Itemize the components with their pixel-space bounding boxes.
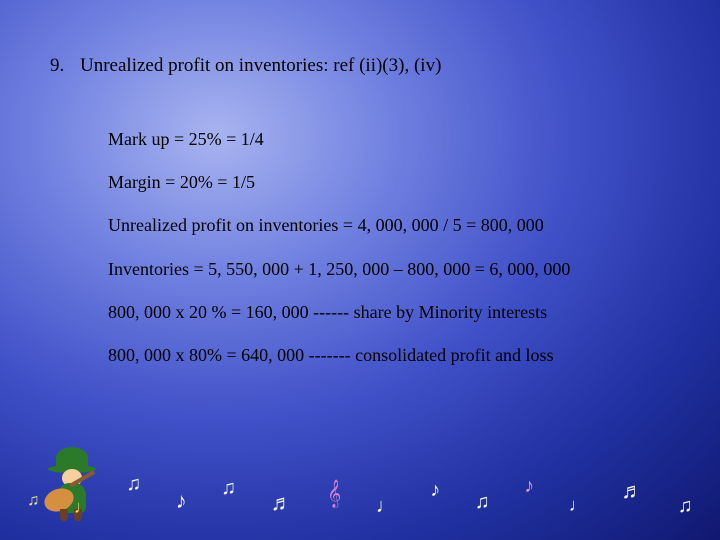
music-note-icon: ♫ [678,495,693,518]
line-consolidated: 800, 000 x 80% = 640, 000 ------- consol… [108,343,670,368]
music-note-icon: ♫ [221,477,236,500]
music-note-icon: ♫ [126,473,141,496]
line-margin: Margin = 20% = 1/5 [108,170,670,195]
music-note-icon: 𝄞 [327,481,341,508]
item-title: Unrealized profit on inventories: ref (i… [80,55,441,77]
music-note-icon: ♬ [271,490,293,516]
music-note-icon: ♪ [176,488,187,514]
body-lines: Mark up = 25% = 1/4 Margin = 20% = 1/5 U… [108,127,670,368]
music-note-icon: ♩ [376,495,396,518]
slide-content: 9. Unrealized profit on inventories: ref… [0,0,720,368]
line-inventories: Inventories = 5, 550, 000 + 1, 250, 000 … [108,257,670,282]
music-note-icon: ♫ [475,491,490,514]
music-note-icon: ♩ [569,495,587,516]
line-minority: 800, 000 x 20 % = 160, 000 ------ share … [108,300,670,325]
line-markup: Mark up = 25% = 1/4 [108,127,670,152]
music-notes-row: ♫ ♩ ♫ ♪ ♫ ♬ 𝄞 ♩ ♪ ♫ ♪ ♩ ♬ ♫ [0,448,720,518]
music-note-icon: ♫ [27,492,39,510]
music-note-icon: ♪ [524,475,534,498]
title-row: 9. Unrealized profit on inventories: ref… [50,55,670,77]
music-note-icon: ♩ [74,497,92,518]
music-note-icon: ♬ [621,478,643,504]
line-unrealized: Unrealized profit on inventories = 4, 00… [108,213,670,238]
item-number: 9. [50,55,80,77]
music-note-icon: ♪ [430,479,440,502]
